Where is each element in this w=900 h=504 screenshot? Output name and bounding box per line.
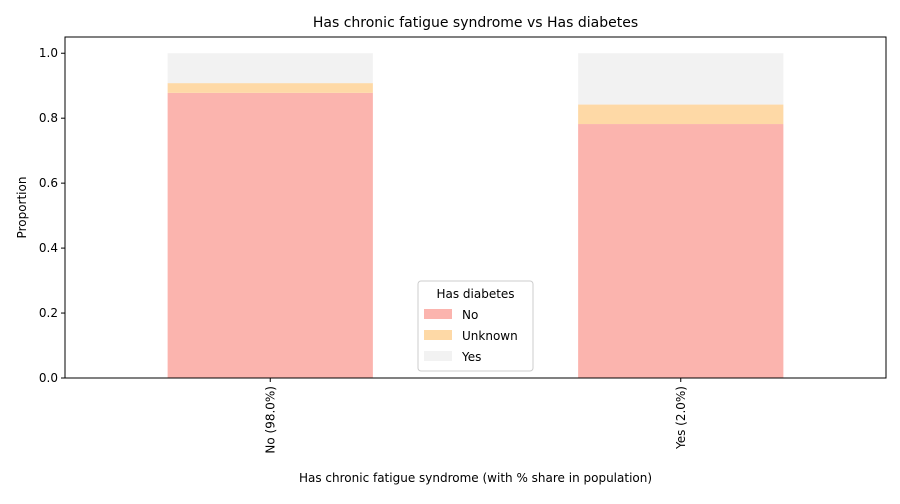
- x-tick-label: No (98.0%): [263, 386, 277, 454]
- bar-segment: [578, 104, 784, 125]
- legend: Has diabetes No Unknown Yes: [417, 280, 534, 372]
- legend-swatch: [424, 351, 452, 361]
- y-tick-label: 0.6: [39, 176, 58, 190]
- bar-segment: [167, 53, 373, 84]
- x-axis-label: Has chronic fatigue syndrome (with % sha…: [299, 471, 652, 485]
- y-axis: 0.0 0.2 0.4 0.6 0.8 1.0: [39, 46, 65, 385]
- y-tick-label: 0.4: [39, 241, 58, 255]
- bar-segment: [578, 53, 784, 105]
- bars-layer: [167, 53, 784, 379]
- bar-segment: [167, 92, 373, 379]
- legend-swatch: [424, 309, 452, 319]
- legend-box: [417, 280, 534, 372]
- x-axis: No (98.0%) Yes (2.0%): [263, 378, 688, 454]
- legend-swatch: [424, 330, 452, 340]
- y-axis-label: Proportion: [15, 177, 29, 239]
- y-tick-label: 0.8: [39, 111, 58, 125]
- legend-label: No: [462, 308, 478, 322]
- legend-entries: No Unknown Yes: [424, 308, 518, 364]
- bar-segment: [578, 124, 784, 378]
- x-tick-label: Yes (2.0%): [674, 386, 688, 450]
- legend-title: Has diabetes: [436, 287, 514, 301]
- chart-title: Has chronic fatigue syndrome vs Has diab…: [313, 15, 638, 31]
- y-tick-label: 0.2: [39, 306, 58, 320]
- legend-label: Yes: [461, 350, 481, 364]
- bar-segment: [167, 83, 373, 93]
- legend-label: Unknown: [462, 329, 518, 343]
- y-tick-label: 0.0: [39, 371, 58, 385]
- plot-frame: [64, 36, 887, 379]
- y-tick-label: 1.0: [39, 46, 58, 60]
